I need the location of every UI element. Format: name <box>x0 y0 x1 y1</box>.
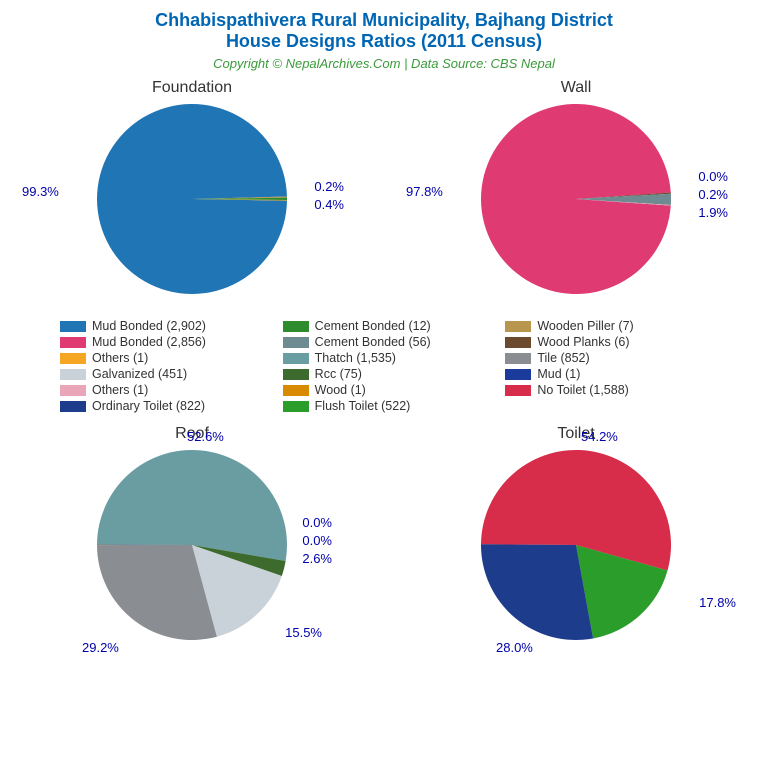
legend-item: Wood Planks (6) <box>505 335 728 349</box>
legend-text: Galvanized (451) <box>92 367 187 381</box>
foundation-chart: Foundation 99.3% 0.2% 0.4% <box>12 79 372 309</box>
legend-text: Others (1) <box>92 383 148 397</box>
legend-swatch <box>283 353 309 364</box>
wall-label-3: 0.0% <box>698 169 728 184</box>
legend-item: Mud Bonded (2,902) <box>60 319 283 333</box>
legend-swatch <box>505 321 531 332</box>
wall-title: Wall <box>396 79 756 97</box>
foundation-label-1: 0.2% <box>314 179 344 194</box>
legend-item: Tile (852) <box>505 351 728 365</box>
legend-item: Mud (1) <box>505 367 728 381</box>
legend-text: Rcc (75) <box>315 367 362 381</box>
roof-pie <box>92 445 292 645</box>
toilet-label-0: 54.2% <box>581 429 618 444</box>
legend-swatch <box>283 401 309 412</box>
legend-text: No Toilet (1,588) <box>537 383 629 397</box>
legend-swatch <box>60 401 86 412</box>
toilet-chart: Toilet 54.2% 17.8% 28.0% <box>396 425 756 655</box>
legend-item: Others (1) <box>60 351 283 365</box>
legend-text: Mud Bonded (2,902) <box>92 319 206 333</box>
legend-swatch <box>505 353 531 364</box>
legend-swatch <box>60 385 86 396</box>
legend-item: Ordinary Toilet (822) <box>60 399 283 413</box>
legend-swatch <box>283 369 309 380</box>
legend-text: Cement Bonded (56) <box>315 335 431 349</box>
legend-item: Flush Toilet (522) <box>283 399 506 413</box>
roof-label-1: 2.6% <box>302 551 332 566</box>
legend-column: Wooden Piller (7) Wood Planks (6) Tile (85… <box>505 319 728 415</box>
chart-subtitle: Copyright © NepalArchives.Com | Data Sou… <box>0 56 768 71</box>
legend-text: Tile (852) <box>537 351 589 365</box>
legend-item: No Toilet (1,588) <box>505 383 728 397</box>
roof-label-5: 0.0% <box>302 533 332 548</box>
legend-swatch <box>283 321 309 332</box>
legend-swatch <box>60 321 86 332</box>
legend-text: Ordinary Toilet (822) <box>92 399 205 413</box>
legend-swatch <box>505 337 531 348</box>
toilet-label-1: 17.8% <box>699 595 736 610</box>
foundation-pie <box>92 99 292 299</box>
foundation-title: Foundation <box>12 79 372 97</box>
legend-text: Wood (1) <box>315 383 366 397</box>
toilet-label-2: 28.0% <box>496 640 533 655</box>
foundation-label-2: 0.4% <box>314 197 344 212</box>
bottom-chart-row: Roof 52.6% 0.0% 0.0% 2.6% 15.5% 29.2% To… <box>0 425 768 655</box>
legend-text: Cement Bonded (12) <box>315 319 431 333</box>
wall-chart: Wall 97.8% 0.0% 0.2% 1.9% <box>396 79 756 309</box>
legend-swatch <box>505 385 531 396</box>
legend-item: Others (1) <box>60 383 283 397</box>
toilet-pie <box>476 445 676 645</box>
chart-title: Chhabispathivera Rural Municipality, Baj… <box>0 0 768 52</box>
legend-item: Thatch (1,535) <box>283 351 506 365</box>
legend-item: Rcc (75) <box>283 367 506 381</box>
title-line-1: Chhabispathivera Rural Municipality, Baj… <box>0 10 768 31</box>
toilet-title: Toilet <box>396 425 756 443</box>
top-chart-row: Foundation 99.3% 0.2% 0.4% Wall 97.8% 0.… <box>0 79 768 309</box>
wall-label-0: 97.8% <box>406 184 443 199</box>
legend-swatch <box>283 385 309 396</box>
legend-swatch <box>283 337 309 348</box>
roof-label-0: 52.6% <box>187 429 224 444</box>
legend-swatch <box>60 337 86 348</box>
roof-label-2: 15.5% <box>285 625 322 640</box>
legend-item: Cement Bonded (56) <box>283 335 506 349</box>
legend-text: Others (1) <box>92 351 148 365</box>
legend-swatch <box>60 353 86 364</box>
legend-column: Cement Bonded (12) Cement Bonded (56) That… <box>283 319 506 415</box>
roof-label-3: 29.2% <box>82 640 119 655</box>
legend: Mud Bonded (2,902) Mud Bonded (2,856) Othe… <box>60 319 728 415</box>
roof-label-4: 0.0% <box>302 515 332 530</box>
wall-label-1: 0.2% <box>698 187 728 202</box>
legend-text: Wooden Piller (7) <box>537 319 633 333</box>
legend-text: Mud Bonded (2,856) <box>92 335 206 349</box>
legend-text: Mud (1) <box>537 367 580 381</box>
title-line-2: House Designs Ratios (2011 Census) <box>0 31 768 52</box>
wall-label-2: 1.9% <box>698 205 728 220</box>
foundation-label-0: 99.3% <box>22 184 59 199</box>
legend-swatch <box>505 369 531 380</box>
legend-text: Thatch (1,535) <box>315 351 396 365</box>
legend-item: Wood (1) <box>283 383 506 397</box>
roof-chart: Roof 52.6% 0.0% 0.0% 2.6% 15.5% 29.2% <box>12 425 372 655</box>
legend-text: Wood Planks (6) <box>537 335 629 349</box>
legend-item: Cement Bonded (12) <box>283 319 506 333</box>
wall-pie <box>476 99 676 299</box>
legend-swatch <box>60 369 86 380</box>
legend-item: Galvanized (451) <box>60 367 283 381</box>
legend-text: Flush Toilet (522) <box>315 399 411 413</box>
legend-item: Wooden Piller (7) <box>505 319 728 333</box>
legend-item: Mud Bonded (2,856) <box>60 335 283 349</box>
legend-column: Mud Bonded (2,902) Mud Bonded (2,856) Othe… <box>60 319 283 415</box>
